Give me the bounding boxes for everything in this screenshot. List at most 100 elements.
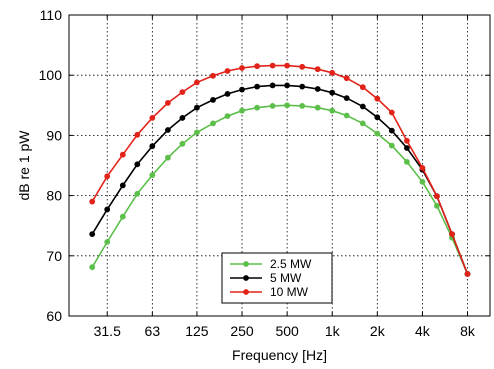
data-point — [329, 89, 336, 96]
legend-marker — [243, 289, 249, 295]
legend-label: 2.5 MW — [270, 257, 312, 271]
data-point — [343, 112, 350, 119]
data-point — [254, 63, 260, 70]
series-line — [91, 64, 469, 275]
x-tick-label: 2k — [370, 323, 386, 339]
data-point — [134, 131, 141, 138]
data-point — [404, 159, 410, 165]
data-point — [119, 213, 126, 220]
x-tick-label: 1k — [325, 323, 341, 339]
data-point — [179, 89, 186, 95]
data-point — [404, 137, 410, 144]
data-point — [388, 142, 395, 149]
data-point — [254, 83, 260, 90]
y-axis-ticks: 60 70 80 90 100 110 — [39, 7, 490, 324]
y-tick-label: 70 — [46, 248, 62, 264]
data-point — [165, 127, 171, 133]
data-point — [374, 95, 381, 102]
data-point — [269, 82, 276, 89]
y-tick-label: 90 — [46, 127, 62, 143]
data-point — [388, 109, 395, 116]
data-point — [434, 193, 440, 200]
data-point — [314, 104, 321, 111]
data-point — [254, 104, 260, 111]
x-axis-label: Frequency [Hz] — [232, 347, 327, 363]
y-tick-label: 60 — [46, 308, 62, 324]
data-point — [224, 113, 231, 119]
data-point — [359, 84, 366, 91]
data-point — [329, 107, 336, 114]
data-point — [239, 107, 245, 114]
x-tick-label: 31.5 — [94, 323, 121, 339]
data-point — [284, 62, 290, 69]
data-point — [299, 103, 306, 109]
data-point — [104, 206, 111, 213]
data-point — [449, 231, 455, 238]
legend-label: 10 MW — [270, 285, 309, 299]
x-axis-ticks: 31.5 63 125 250 500 1k 2k 4k 8k — [94, 15, 476, 339]
data-point — [210, 120, 216, 127]
data-point — [359, 120, 366, 127]
series-layer — [89, 62, 471, 277]
data-point — [149, 115, 156, 121]
series-line — [91, 104, 469, 275]
y-tick-label: 100 — [39, 67, 63, 83]
data-point — [419, 178, 426, 185]
x-tick-label: 500 — [275, 323, 299, 339]
plot-frame — [68, 14, 491, 317]
series-2 — [89, 62, 471, 277]
data-point — [269, 62, 276, 69]
y-axis-label: dB re 1 pW — [16, 130, 32, 201]
data-point — [134, 161, 141, 168]
data-point — [210, 72, 216, 79]
data-point — [194, 79, 200, 86]
data-point — [89, 231, 96, 238]
data-point — [404, 145, 410, 151]
data-point — [464, 271, 471, 277]
legend-marker — [243, 275, 249, 281]
data-point — [269, 103, 276, 109]
x-tick-label: 8k — [460, 323, 476, 339]
data-point — [210, 97, 216, 103]
data-point — [89, 198, 96, 205]
x-tick-label: 250 — [230, 323, 254, 339]
data-point — [299, 63, 306, 70]
data-point — [165, 100, 171, 106]
data-point — [359, 103, 366, 110]
data-point — [239, 86, 245, 93]
series-0 — [89, 102, 471, 277]
data-point — [119, 151, 126, 158]
data-point — [314, 66, 321, 73]
data-point — [343, 95, 350, 101]
legend-marker — [243, 261, 249, 267]
data-point — [388, 127, 395, 134]
data-point — [134, 190, 141, 197]
x-tick-label: 125 — [185, 323, 209, 339]
data-point — [224, 68, 231, 74]
data-point — [299, 83, 306, 90]
data-point — [329, 69, 336, 76]
data-point — [89, 264, 96, 271]
data-point — [419, 165, 426, 171]
data-point — [374, 114, 381, 121]
y-tick-label: 110 — [40, 7, 63, 23]
data-point — [165, 154, 171, 161]
data-point — [149, 143, 156, 150]
data-point — [104, 173, 111, 180]
data-point — [284, 102, 290, 109]
y-tick-label: 80 — [46, 188, 62, 204]
data-point — [239, 65, 245, 71]
data-point — [104, 239, 111, 245]
data-point — [149, 172, 156, 179]
data-point — [119, 182, 126, 189]
data-point — [343, 75, 350, 82]
data-point — [224, 91, 231, 97]
x-tick-label: 63 — [145, 323, 161, 339]
data-point — [314, 86, 321, 92]
data-point — [284, 82, 290, 89]
data-point — [194, 129, 200, 136]
legend-label: 5 MW — [270, 271, 302, 285]
